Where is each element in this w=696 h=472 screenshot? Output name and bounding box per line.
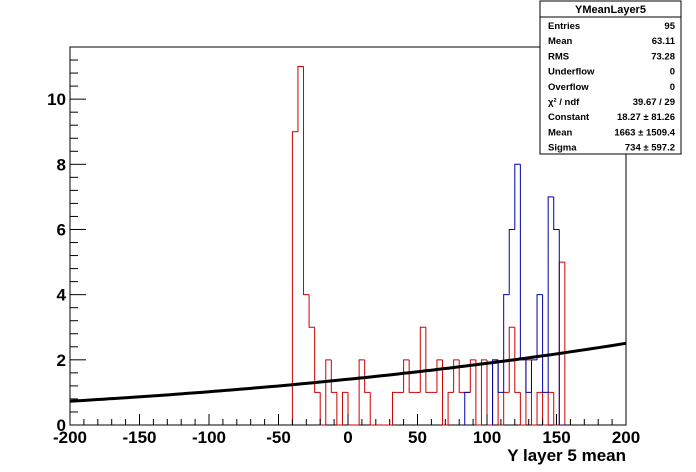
red-histogram-bin: [480, 359, 487, 425]
stats-row-label: Constant: [548, 112, 590, 123]
x-tick-label: 50: [408, 428, 427, 447]
blue-histogram-bin: [530, 359, 538, 393]
red-histogram-bin: [358, 359, 365, 425]
y-tick-label: 4: [57, 286, 67, 305]
blue-histogram-bin: [525, 359, 532, 393]
red-histogram-bin: [369, 392, 376, 426]
plot-frame: [69, 46, 627, 426]
x-tick-label: -200: [53, 428, 87, 447]
red-histogram-bin: [508, 326, 515, 393]
red-histogram-bin: [403, 359, 410, 393]
stats-rows: Entries 95 Mean 63.11 RMS 73.28 Underflow 0 Over…: [548, 21, 676, 154]
stats-row-value: 0: [670, 67, 675, 78]
red-histogram-bin: [442, 359, 449, 426]
stats-row-label: RMS: [548, 51, 569, 62]
red-histogram-bin: [458, 359, 465, 393]
blue-histogram-bin: [492, 359, 499, 425]
stats-row-value: 73.28: [651, 51, 675, 62]
y-axis: 0 2 4 6 8 10: [47, 46, 86, 435]
y-tick-label: 0: [57, 416, 66, 435]
red-histogram-bin: [308, 294, 315, 328]
x-tick-label: 200: [612, 428, 640, 447]
stats-row-value: 18.27 ± 81.26: [617, 112, 675, 123]
blue-histogram-bin: [508, 228, 515, 295]
red-histogram-bin: [341, 391, 348, 425]
red-histogram-bin: [436, 359, 443, 393]
red-histogram-bin: [453, 359, 460, 393]
x-tick-label: 150: [542, 428, 570, 447]
blue-histogram-bin: [558, 229, 565, 426]
stats-title: YMeanLayer5: [575, 4, 646, 16]
x-tick-label: -50: [266, 428, 291, 447]
red-histogram-bin: [314, 327, 321, 393]
x-tick-label: 100: [473, 428, 501, 447]
y-tick-label: 8: [57, 155, 66, 174]
blue-histogram-bin: [497, 359, 504, 393]
stats-row-value: 63.11: [652, 36, 676, 47]
blue-histogram-bin: [464, 391, 471, 425]
fit-curve: [69, 341, 627, 403]
stats-row-label: Underflow: [548, 67, 595, 78]
x-tick-label: -150: [122, 428, 156, 447]
stats-row-label: Mean: [548, 127, 572, 138]
stats-row-label: χ² / ndf: [548, 97, 580, 108]
stats-row-value: 95: [664, 21, 675, 32]
fit-curve-line: [69, 341, 627, 403]
stats-row-value: 1663 ± 1509.4: [614, 127, 675, 138]
blue-histogram-bin: [514, 163, 521, 230]
stats-box-frame: [539, 0, 682, 155]
red-histogram-bin: [536, 391, 543, 425]
red-histogram-bin: [475, 359, 482, 426]
red-histogram-bin: [325, 359, 332, 425]
stats-row-value: 734 ± 597.2: [625, 143, 675, 154]
blue-histogram-bin: [553, 196, 560, 230]
blue-histogram-bin: [536, 294, 543, 360]
red-histogram-bin: [469, 359, 476, 393]
red-histogram-bin: [291, 131, 298, 425]
red-histogram-bin: [447, 391, 454, 425]
red-histogram-bin: [553, 392, 560, 426]
stats-row-label: Sigma: [548, 143, 577, 154]
red-histogram-bin: [336, 392, 343, 426]
x-axis-title: Y layer 5 mean: [507, 446, 626, 465]
stats-row-label: Mean: [548, 36, 572, 47]
x-tick-label: -100: [192, 428, 226, 447]
y-tick-label: 6: [57, 220, 66, 239]
blue-histogram-bin: [547, 196, 554, 393]
red-histogram-bin: [425, 327, 432, 393]
x-axis: -200 -150 -100 -50 0 50 100 150 200: [53, 414, 640, 447]
red-histogram-bin: [514, 327, 521, 393]
y-tick-label: 2: [57, 351, 66, 370]
y-tick-label: 10: [47, 90, 66, 109]
stats-row-label: Entries: [548, 21, 580, 32]
stats-row-label: Overflow: [548, 82, 589, 93]
red-histogram-bin: [303, 66, 310, 296]
red-histogram-bin: [519, 392, 526, 426]
stats-row-value: 39.67 / 29: [633, 97, 675, 108]
red-histogram-bin: [391, 391, 399, 425]
blue-histogram-bin: [542, 294, 549, 393]
red-histogram-bin: [330, 359, 337, 393]
x-tick-label: 0: [343, 428, 352, 447]
red-histogram-bin: [364, 359, 371, 393]
red-histogram-bin: [297, 66, 304, 132]
stats-row-value: 0: [670, 82, 675, 93]
stats-box: YMeanLayer5 Entries 95 Mean 63.11 RMS 73.28 Un…: [539, 0, 682, 155]
red-histogram-bin: [408, 359, 415, 393]
